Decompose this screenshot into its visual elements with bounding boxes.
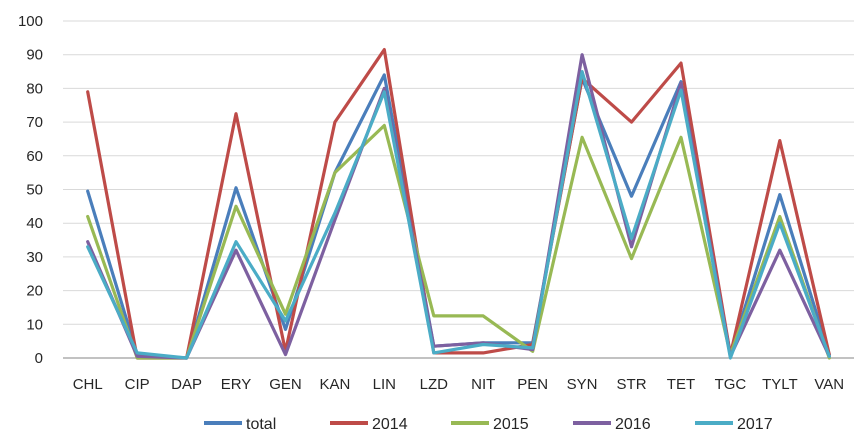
x-tick-label: STR: [617, 376, 647, 393]
y-tick-label: 30: [26, 249, 43, 266]
y-tick-label: 90: [26, 47, 43, 64]
x-tick-label: DAP: [171, 376, 202, 393]
y-tick-label: 50: [26, 182, 43, 199]
x-axis: CHL CIP DAP ERY GEN KAN LIN LZD NIT PEN SYN STR TET T…: [73, 376, 844, 393]
series-lines: [86, 47, 831, 360]
y-tick-label: 100: [18, 13, 43, 30]
legend-label: 2017: [737, 416, 773, 432]
series-line-2017: [86, 69, 831, 360]
x-tick-label: LZD: [420, 376, 449, 393]
legend-label: 2015: [493, 416, 529, 432]
series-line-2014: [86, 47, 831, 360]
y-tick-label: 0: [35, 350, 43, 367]
x-tick-label: TET: [667, 376, 695, 393]
legend-label: 2014: [372, 416, 408, 432]
x-tick-label: SYN: [567, 376, 598, 393]
y-tick-label: 20: [26, 283, 43, 300]
x-tick-label: KAN: [319, 376, 350, 393]
gridlines: [63, 20, 854, 359]
legend: total 2014 2015 2016 2017: [204, 416, 773, 432]
x-tick-label: VAN: [814, 376, 844, 393]
y-tick-label: 40: [26, 215, 43, 232]
y-tick-label: 60: [26, 148, 43, 165]
legend-label: total: [246, 416, 276, 432]
y-tick-label: 70: [26, 114, 43, 131]
x-tick-label: CIP: [125, 376, 150, 393]
x-tick-label: ERY: [221, 376, 252, 393]
legend-label: 2016: [615, 416, 651, 432]
y-axis: 0 10 20 30 40 50 60 70 80 90 100: [18, 13, 43, 367]
x-tick-label: GEN: [269, 376, 302, 393]
x-tick-label: NIT: [471, 376, 495, 393]
x-tick-label: TYLT: [762, 376, 798, 393]
x-tick-label: PEN: [517, 376, 548, 393]
series-line-2015: [86, 123, 831, 360]
x-tick-label: CHL: [73, 376, 103, 393]
x-tick-label: LIN: [373, 376, 396, 393]
y-tick-label: 10: [26, 316, 43, 333]
y-tick-label: 80: [26, 80, 43, 97]
x-tick-label: TGC: [715, 376, 747, 393]
